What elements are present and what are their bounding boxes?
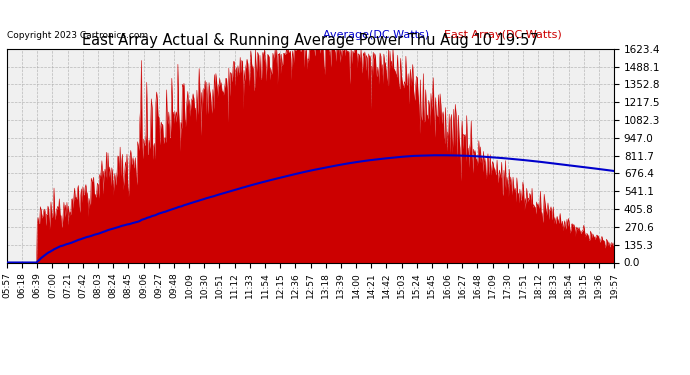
Title: East Array Actual & Running Average Power Thu Aug 10 19:57: East Array Actual & Running Average Powe… [82,33,539,48]
Text: Copyright 2023 Cartronics.com: Copyright 2023 Cartronics.com [7,31,148,40]
Text: East Array(DC Watts): East Array(DC Watts) [444,30,562,40]
Text: Average(DC Watts): Average(DC Watts) [323,30,428,40]
